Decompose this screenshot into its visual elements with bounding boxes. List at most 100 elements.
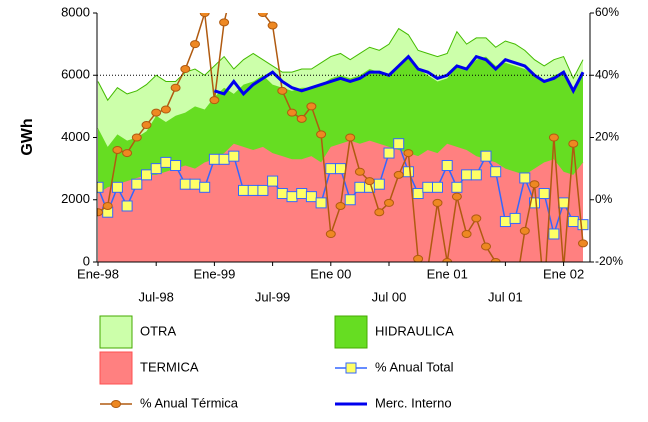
marker [170,83,181,92]
marker [529,180,540,189]
marker [247,184,259,196]
line [213,54,585,97]
marker [519,226,530,235]
legend-label: Merc. Interno [375,395,452,410]
marker [354,181,366,193]
y2-tick-label: -20% [595,254,623,268]
marker [199,13,210,17]
marker [122,149,133,158]
marker [296,114,307,123]
marker [219,18,230,27]
marker [209,96,220,105]
marker [567,216,579,228]
marker [111,181,123,193]
legend-label: % Anual Total [375,359,454,374]
marker [432,181,443,193]
marker [267,175,279,187]
x-tick-label: Jul-98 [138,289,173,304]
marker [432,198,443,207]
marker [412,188,424,200]
marker [501,274,510,281]
marker [413,254,424,262]
marker [190,40,200,49]
marker [422,181,434,193]
marker [315,197,327,209]
marker [529,197,540,209]
marker [490,166,502,178]
marker [519,172,531,184]
marker [305,191,317,203]
marker [257,13,268,17]
marker [179,178,191,190]
marker [97,181,104,193]
y-tick-label: 4000 [61,129,90,144]
marker [577,219,589,231]
marker [470,169,482,181]
marker [481,242,491,251]
marker [160,105,171,114]
marker [267,21,278,30]
marker [180,65,191,74]
legend-label: HIDRAULICA [375,323,454,338]
marker [208,153,220,165]
marker [228,150,240,162]
x-tick-label: Jul-99 [255,289,290,304]
marker [287,108,297,117]
x-tick-label: Ene-98 [77,266,119,281]
x-tick-label: Ene 01 [427,266,468,281]
marker [112,145,123,154]
legend-label: TERMICA [140,359,199,374]
marker [335,163,346,175]
marker [490,258,501,262]
marker [364,177,375,186]
x-tick-label: Ene 02 [543,266,584,281]
marker [480,150,492,162]
marker [189,178,201,190]
marker [141,169,152,181]
marker [150,163,162,175]
area [98,28,583,147]
marker [374,208,385,217]
legend-item: Merc. Interno [335,395,452,410]
marker [131,178,143,190]
marker [558,197,570,209]
y-tick-label: 8000 [61,4,90,19]
marker [286,191,298,203]
marker [257,184,269,196]
y-axis-label: GWh [19,118,36,155]
x-tick-label: Ene-99 [193,266,235,281]
marker [471,214,482,223]
legend-item: OTRA [99,315,176,349]
marker [568,139,579,148]
marker [102,201,113,210]
marker [461,229,472,238]
marker [402,166,414,178]
legend-swatch [334,315,368,349]
marker [218,153,230,165]
marker [441,160,453,172]
marker [141,121,152,130]
marker [316,130,327,139]
legend-label: % Anual Térmica [140,395,239,410]
marker [296,188,308,200]
marker [403,149,414,158]
y2-tick-label: 60% [595,5,619,19]
marker [451,192,462,201]
legend-marker [111,400,121,408]
marker [170,160,182,172]
area [98,56,583,194]
x-tick-label: Ene 00 [310,266,351,281]
marker [151,108,162,117]
marker [538,188,550,200]
marker [354,167,365,176]
marker [276,188,288,200]
x-tick-label: Jul 00 [372,289,407,304]
marker [160,156,172,168]
marker [238,184,249,196]
area-edge [97,27,584,102]
x-tick-label: Jul 01 [488,289,523,304]
marker [131,133,142,142]
y-tick-label: 6000 [61,67,90,82]
y-tick-label: 2000 [61,191,90,206]
